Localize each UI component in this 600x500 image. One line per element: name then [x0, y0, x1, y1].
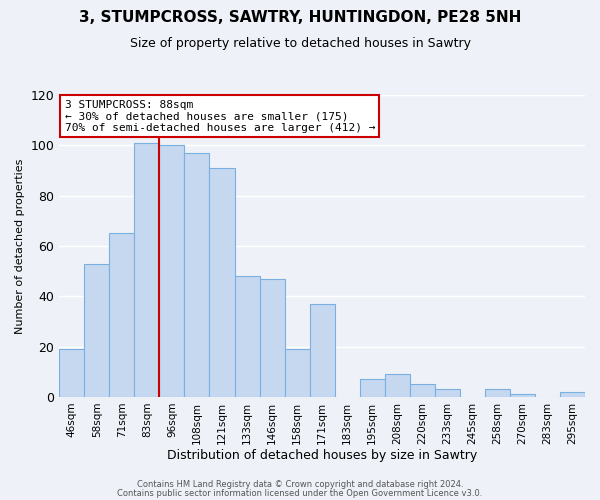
- Bar: [59, 349, 85, 397]
- Bar: [284, 349, 310, 397]
- Bar: [209, 168, 235, 397]
- Bar: [359, 380, 385, 397]
- Text: 3, STUMPCROSS, SAWTRY, HUNTINGDON, PE28 5NH: 3, STUMPCROSS, SAWTRY, HUNTINGDON, PE28 …: [79, 10, 521, 25]
- Text: Contains HM Land Registry data © Crown copyright and database right 2024.: Contains HM Land Registry data © Crown c…: [137, 480, 463, 489]
- Bar: [560, 392, 585, 397]
- Bar: [310, 304, 335, 397]
- Bar: [109, 234, 134, 397]
- Bar: [160, 146, 184, 397]
- Bar: [260, 278, 284, 397]
- Bar: [385, 374, 410, 397]
- Text: 3 STUMPCROSS: 88sqm
← 30% of detached houses are smaller (175)
70% of semi-detac: 3 STUMPCROSS: 88sqm ← 30% of detached ho…: [65, 100, 375, 132]
- Text: Size of property relative to detached houses in Sawtry: Size of property relative to detached ho…: [130, 38, 470, 51]
- Bar: [435, 390, 460, 397]
- X-axis label: Distribution of detached houses by size in Sawtry: Distribution of detached houses by size …: [167, 450, 477, 462]
- Bar: [485, 390, 510, 397]
- Bar: [410, 384, 435, 397]
- Bar: [510, 394, 535, 397]
- Bar: [85, 264, 109, 397]
- Y-axis label: Number of detached properties: Number of detached properties: [15, 158, 25, 334]
- Bar: [134, 143, 160, 397]
- Text: Contains public sector information licensed under the Open Government Licence v3: Contains public sector information licen…: [118, 488, 482, 498]
- Bar: [184, 153, 209, 397]
- Bar: [235, 276, 260, 397]
